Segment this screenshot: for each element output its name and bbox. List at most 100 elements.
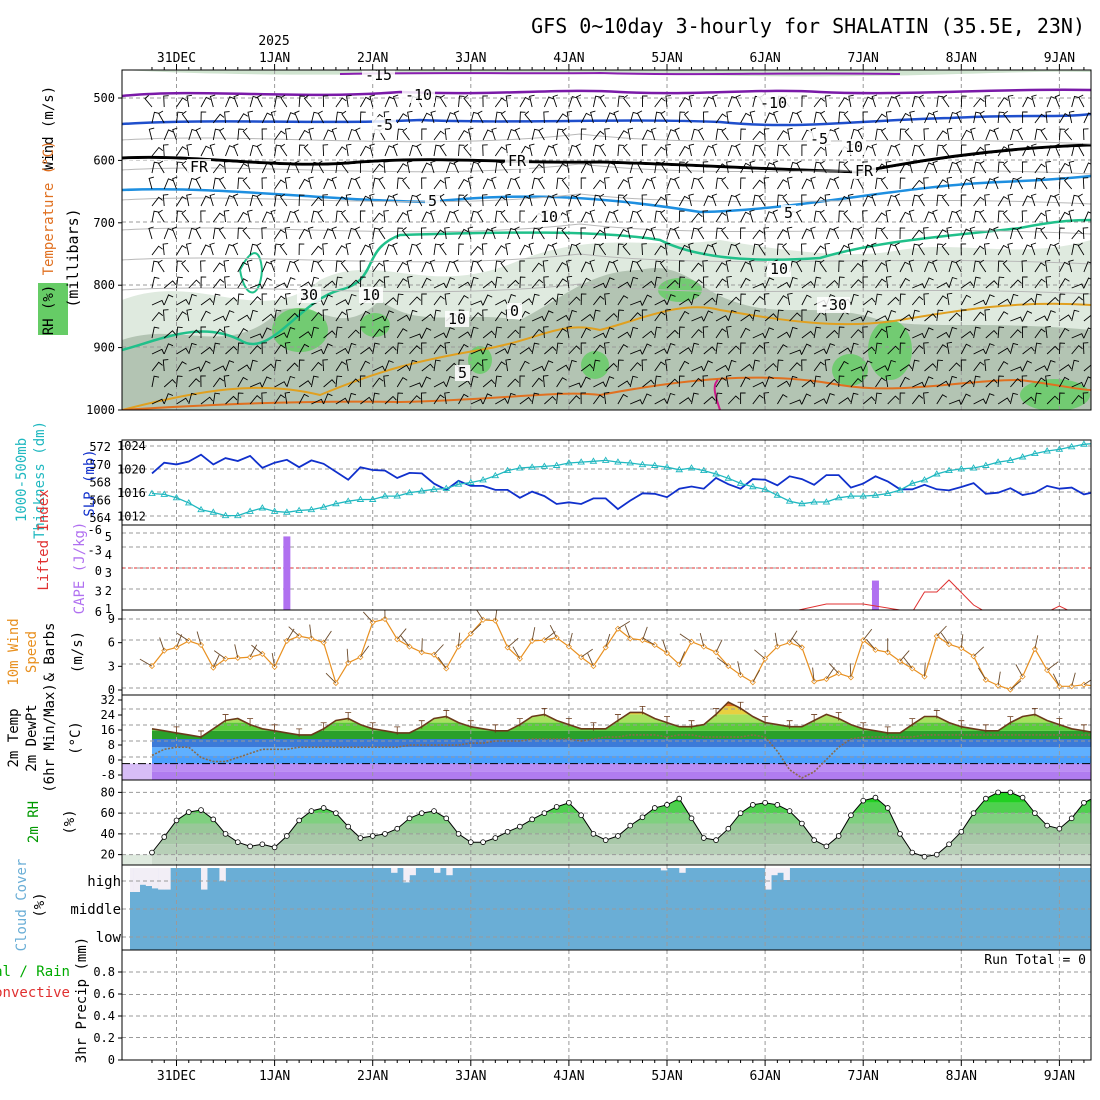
wind-speed-marker [283, 637, 290, 645]
wind-barb [715, 163, 727, 174]
cloud-high-gap [434, 868, 441, 873]
wind-barb [311, 398, 324, 405]
wind-barb [654, 260, 662, 273]
wind-barb [286, 375, 296, 388]
wind-barb [298, 393, 309, 405]
wind-barb [163, 178, 174, 190]
wind-barb [355, 127, 361, 141]
wind-barb [322, 95, 329, 108]
wind-barb [317, 110, 324, 124]
wind-barb [151, 196, 163, 207]
wind-barb [725, 259, 732, 273]
wind-barb [529, 94, 535, 108]
wind-barb [819, 209, 827, 223]
wind-barb [270, 110, 277, 124]
wind-barb [715, 128, 723, 141]
wind-barb [973, 398, 987, 405]
wind-barb [494, 97, 507, 108]
wind-barb [433, 344, 445, 355]
temp-minmax-bar [884, 726, 891, 735]
wind-barb [1059, 314, 1072, 322]
wind-barb [430, 209, 436, 223]
wind-barb [482, 309, 488, 322]
wind-barb [850, 262, 863, 273]
contour-label: -10 [405, 86, 432, 104]
wind-barb [801, 243, 807, 256]
wind-barb [936, 380, 950, 388]
rh-marker [1081, 799, 1087, 806]
year-label: 2025 [258, 34, 289, 49]
wind-barb [345, 193, 352, 207]
bottom-day-label: 7JAN [848, 1069, 879, 1084]
wind-barb [622, 194, 631, 207]
wind-barb [556, 293, 564, 306]
wind-barb [678, 195, 690, 207]
precip-title: 3hr Precip (mm) [74, 937, 90, 1063]
wind-barb [813, 326, 822, 339]
wind-barb [973, 146, 985, 157]
wind-barb [763, 227, 770, 240]
temp-axis-label: 8 [108, 738, 115, 752]
wind-barb [1034, 365, 1048, 372]
rh-marker [185, 809, 192, 815]
rh-marker [688, 815, 695, 822]
wind-barb [237, 227, 244, 240]
wind-barb [531, 342, 540, 355]
wind-barb [1034, 377, 1046, 388]
wind-barb [908, 209, 915, 223]
wind-barb [310, 260, 319, 273]
wind-barb [960, 309, 967, 322]
wind-barb [973, 245, 985, 256]
thickness-axis-label: 566 [89, 493, 111, 507]
thickness-title-2: Thickness (dm) [32, 421, 48, 539]
wind-barb [233, 94, 239, 108]
wind-barb [580, 227, 587, 240]
wind-barb [1046, 195, 1056, 207]
wind-barb [1022, 111, 1028, 123]
wind-speed-marker [602, 644, 609, 651]
wind-barb [298, 228, 309, 240]
wind-barb-10m [940, 632, 950, 645]
wind-barb-10m [251, 644, 263, 655]
wind-barb [470, 276, 479, 289]
wind-barb [556, 278, 568, 289]
wind-barb [740, 177, 746, 190]
top-day-label: 2JAN [357, 51, 388, 66]
temp-minmax-bar [467, 720, 474, 729]
wind-barb [225, 395, 238, 405]
wind-barb [592, 359, 601, 372]
wind-barb [335, 375, 343, 388]
wind-barb [703, 360, 713, 372]
cape-title: CAPE (J/kg) [72, 522, 88, 615]
lifted-axis-label: -3 [88, 544, 102, 558]
wind-barb [232, 193, 239, 207]
wind-barb [1058, 293, 1066, 306]
wind-barb [1058, 342, 1066, 355]
wind-barb [470, 349, 484, 355]
bottom-day-label: 31DEC [157, 1069, 196, 1084]
thickness-marker [381, 492, 389, 499]
wind-barb [985, 343, 995, 355]
wind-barb [439, 94, 447, 108]
wind-barb [359, 244, 370, 256]
top-day-label: 9JAN [1044, 51, 1075, 66]
wind-barb [507, 392, 516, 405]
wind-barb [825, 95, 831, 108]
wind-barb [453, 110, 460, 124]
wind-barb [592, 243, 601, 256]
wind-barb [322, 243, 328, 256]
cloud-high-gap [771, 868, 778, 876]
wind-barb [885, 259, 891, 273]
wind-speed-marker [1019, 673, 1026, 680]
temp-band [152, 706, 1091, 715]
wind-barb [286, 112, 296, 124]
wind-barb [862, 276, 869, 289]
wind-barb [1083, 277, 1091, 289]
wind-barb [801, 95, 808, 108]
contour-label-bg [187, 159, 211, 175]
wind-barb [838, 260, 845, 273]
wind-barb [470, 312, 483, 322]
wind-barb [752, 194, 760, 207]
wind-barb [691, 342, 699, 355]
